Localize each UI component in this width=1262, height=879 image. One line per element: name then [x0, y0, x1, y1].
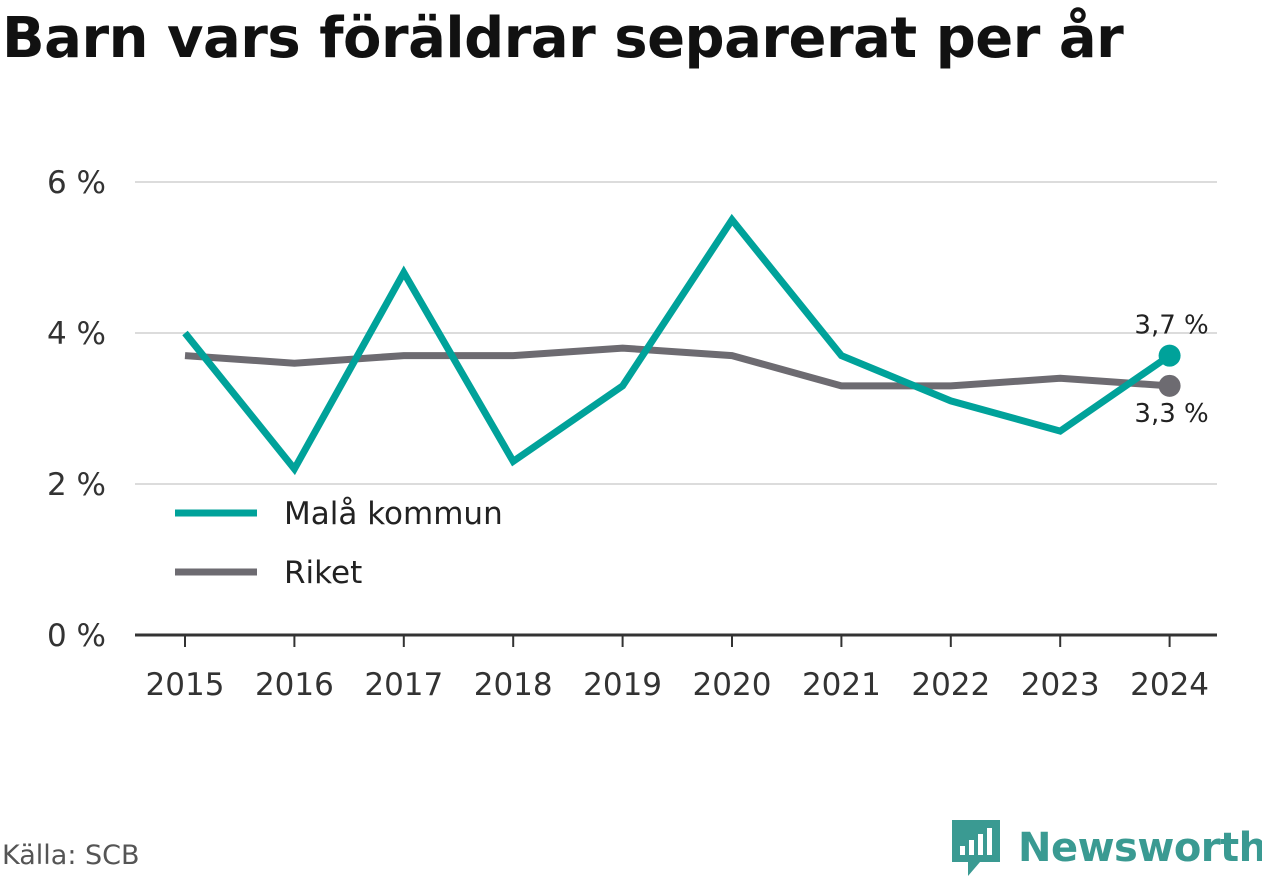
legend: Malå kommun Riket — [163, 487, 551, 605]
brand-name: Newsworthy — [1018, 825, 1262, 871]
y-tick-label: 0 % — [47, 618, 106, 654]
legend-label: Riket — [284, 555, 362, 591]
chart-title: Barn vars föräldrar separerat per år — [2, 6, 1124, 71]
end-value-label: 3,7 % — [1134, 311, 1208, 341]
brand-logo: Newsworthy — [950, 818, 1262, 878]
x-tick-label: 2018 — [474, 667, 553, 703]
end-value-label: 3,3 % — [1134, 399, 1208, 429]
legend-background — [163, 487, 551, 605]
series-end-point — [1158, 374, 1181, 397]
series-line — [184, 344, 1170, 390]
y-axis-ticks: 0 % 2 % 4 % 6 % — [47, 165, 106, 654]
x-tick-label: 2020 — [693, 667, 772, 703]
series-lines — [182, 213, 1181, 476]
x-tick-label: 2024 — [1130, 667, 1209, 703]
source-note: Källa: SCB — [2, 840, 140, 871]
x-tick-label: 2015 — [146, 667, 225, 703]
x-tick-label: 2016 — [255, 667, 334, 703]
series-line — [182, 213, 1172, 476]
y-tick-label: 4 % — [47, 316, 106, 352]
x-tick-label: 2021 — [802, 667, 881, 703]
end-labels: 3,7 % 3,3 % — [1134, 311, 1208, 429]
legend-label: Malå kommun — [284, 496, 503, 532]
x-tick-label: 2019 — [583, 667, 662, 703]
series-end-point — [1158, 344, 1181, 367]
x-tick-label: 2022 — [911, 667, 990, 703]
y-tick-label: 6 % — [47, 165, 106, 201]
y-tick-label: 2 % — [47, 467, 106, 503]
x-axis: 2015 2016 2017 2018 2019 2020 2021 2022 2023 2024 — [135, 633, 1217, 703]
x-tick-label: 2023 — [1021, 667, 1100, 703]
gridlines — [135, 181, 1217, 485]
newsworthy-logo-icon — [952, 820, 1000, 876]
x-tick-label: 2017 — [364, 667, 443, 703]
